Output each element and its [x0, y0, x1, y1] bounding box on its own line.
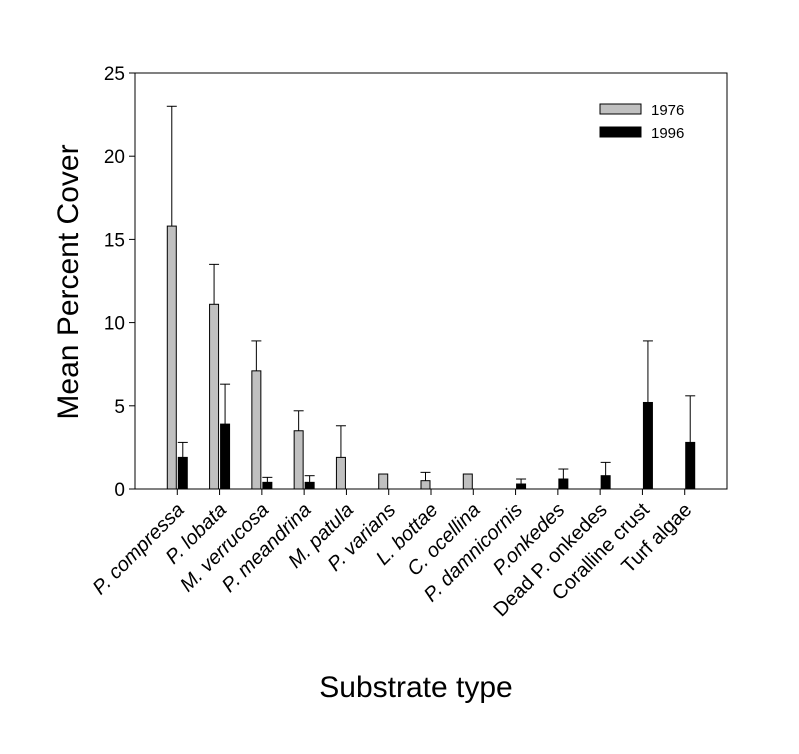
y-tick-label: 25 [104, 64, 125, 85]
y-tick-label: 10 [104, 314, 125, 335]
legend-label-1996: 1996 [651, 125, 684, 142]
bar-1996 [642, 401, 653, 490]
y-tick-label: 5 [114, 397, 125, 418]
y-axis-title: Mean Percent Cover [52, 144, 85, 419]
bar-1976 [378, 473, 389, 490]
legend-swatch-1976 [599, 103, 642, 115]
legend-label-1976: 1976 [651, 102, 684, 119]
y-tick-label: 0 [114, 480, 125, 501]
bar-1976 [209, 303, 220, 490]
legend-swatch-1996 [599, 126, 642, 138]
bar-1996 [220, 423, 231, 490]
bar-1976 [166, 225, 177, 490]
legend: 1976 1996 [599, 102, 684, 142]
bar-1996 [685, 441, 696, 490]
bar-1996 [304, 481, 315, 490]
y-tick-label: 15 [104, 230, 125, 251]
bar-1996 [177, 456, 188, 490]
bar-1976 [251, 370, 262, 490]
bar-1996 [262, 481, 273, 490]
bar-1976 [335, 456, 346, 490]
bar-1976 [462, 473, 473, 490]
x-axis-title: Substrate type [319, 671, 512, 704]
bar-1996 [600, 475, 611, 490]
bar-1996 [516, 483, 527, 490]
y-tick-label: 20 [104, 147, 125, 168]
bar-1996 [558, 478, 569, 490]
bar-1976 [293, 430, 304, 490]
bar-1976 [420, 480, 431, 490]
